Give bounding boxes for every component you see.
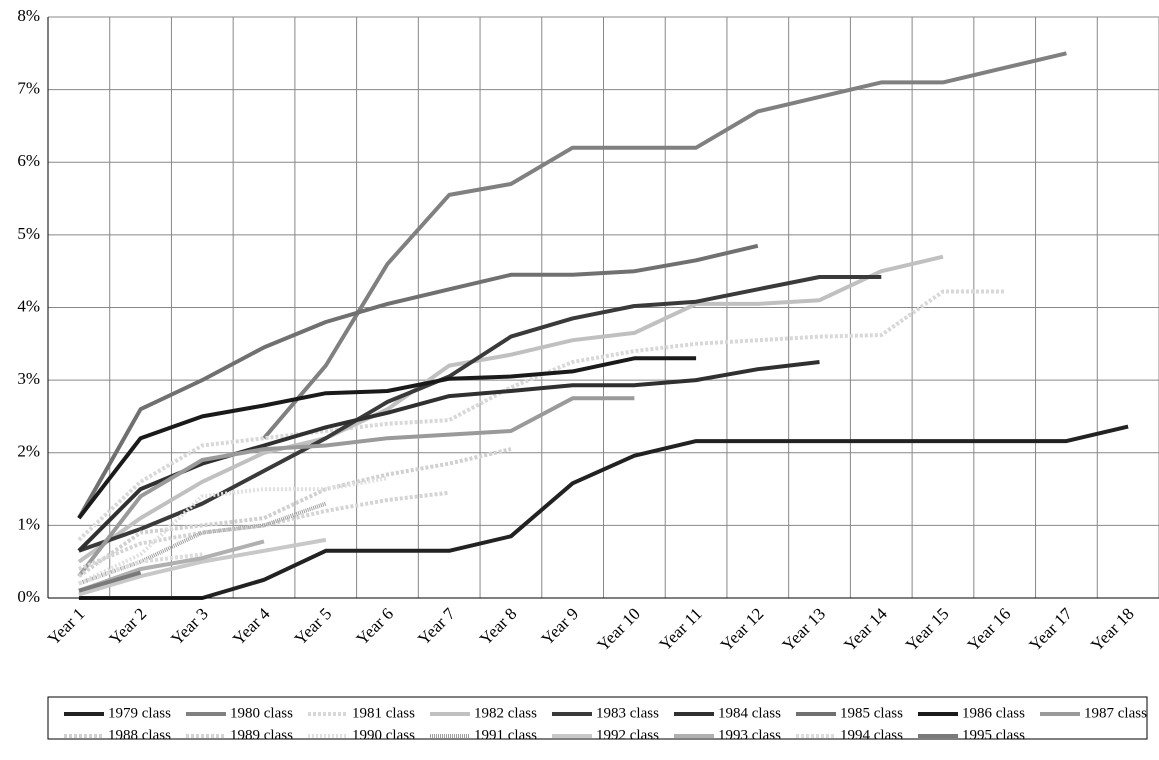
series-line <box>262 51 1067 440</box>
lines <box>77 51 1129 600</box>
y-tick-label: 3% <box>17 369 40 388</box>
x-tick-label: Year 7 <box>414 604 459 649</box>
x-tick-label: Year 15 <box>902 604 953 655</box>
series-line <box>77 396 635 578</box>
legend-label: 1983 class <box>596 705 659 721</box>
x-tick-label: Year 11 <box>656 604 706 654</box>
axes: 0% 1% 2% 3% 4% 5% 6% 7% 8% Year 1 Year 2 Year 3 Year… <box>17 6 1159 655</box>
x-tick-label: Year 17 <box>1025 604 1076 655</box>
series-line <box>78 537 327 597</box>
x-tick-label: Year 18 <box>1087 604 1138 655</box>
legend-label: 1985 class <box>840 705 903 721</box>
y-tick-label: 2% <box>17 442 40 461</box>
y-tick-label: 6% <box>17 151 40 170</box>
legend-label: 1993 class <box>718 727 781 743</box>
legend-label: 1987 class <box>1084 705 1147 721</box>
legend-label: 1984 class <box>718 705 781 721</box>
legend-label: 1991 class <box>474 727 537 743</box>
legend-label: 1980 class <box>230 705 293 721</box>
series-line <box>77 360 820 553</box>
legend-label: 1995 class <box>962 727 1025 743</box>
legend-label: 1994 class <box>840 727 903 743</box>
series-line <box>77 356 697 520</box>
y-tick-label: 5% <box>17 224 40 243</box>
series-line <box>78 476 388 586</box>
y-tick-label: 8% <box>17 6 40 25</box>
series-line <box>77 254 944 564</box>
legend-label: 1982 class <box>474 705 537 721</box>
legend-label: 1981 class <box>352 705 415 721</box>
x-tick-label: Year 8 <box>476 604 521 649</box>
x-tick-label: Year 5 <box>291 604 336 649</box>
x-tick-label: Year 13 <box>779 604 830 655</box>
legend-label: 1989 class <box>230 727 293 743</box>
series-line <box>78 424 1129 600</box>
legend-label: 1990 class <box>352 727 415 743</box>
series-line <box>78 275 882 553</box>
x-tick-label: Year 12 <box>717 604 768 655</box>
x-tick-label: Year 1 <box>44 604 89 649</box>
legend-label: 1988 class <box>108 727 171 743</box>
series-line <box>77 447 512 578</box>
legend-box <box>47 696 1148 740</box>
legend-label: 1986 class <box>962 705 1025 721</box>
y-tick-label: 7% <box>17 79 40 98</box>
x-tick-label: Year 4 <box>229 604 274 649</box>
legend: 1979 class 1980 class 1981 class 1982 class… <box>47 696 1148 743</box>
series-line <box>78 570 142 593</box>
x-tick-label: Year 16 <box>964 604 1015 655</box>
series-line <box>77 243 759 520</box>
y-tick-label: 0% <box>17 587 40 606</box>
x-tick-label: Year 3 <box>167 604 212 649</box>
legend-label: 1992 class <box>596 727 659 743</box>
x-tick-label: Year 14 <box>840 604 891 655</box>
x-tick-label: Year 6 <box>352 604 397 649</box>
x-tick-label: Year 10 <box>593 604 644 655</box>
legend-label: 1979 class <box>108 705 171 721</box>
series-line <box>78 552 203 586</box>
x-tick-label: Year 9 <box>538 604 583 649</box>
y-tick-label: 1% <box>17 514 40 533</box>
series-line <box>78 490 450 571</box>
grid <box>47 16 1159 599</box>
y-tick-label: 4% <box>17 296 40 315</box>
x-tick-label: Year 2 <box>106 604 151 649</box>
